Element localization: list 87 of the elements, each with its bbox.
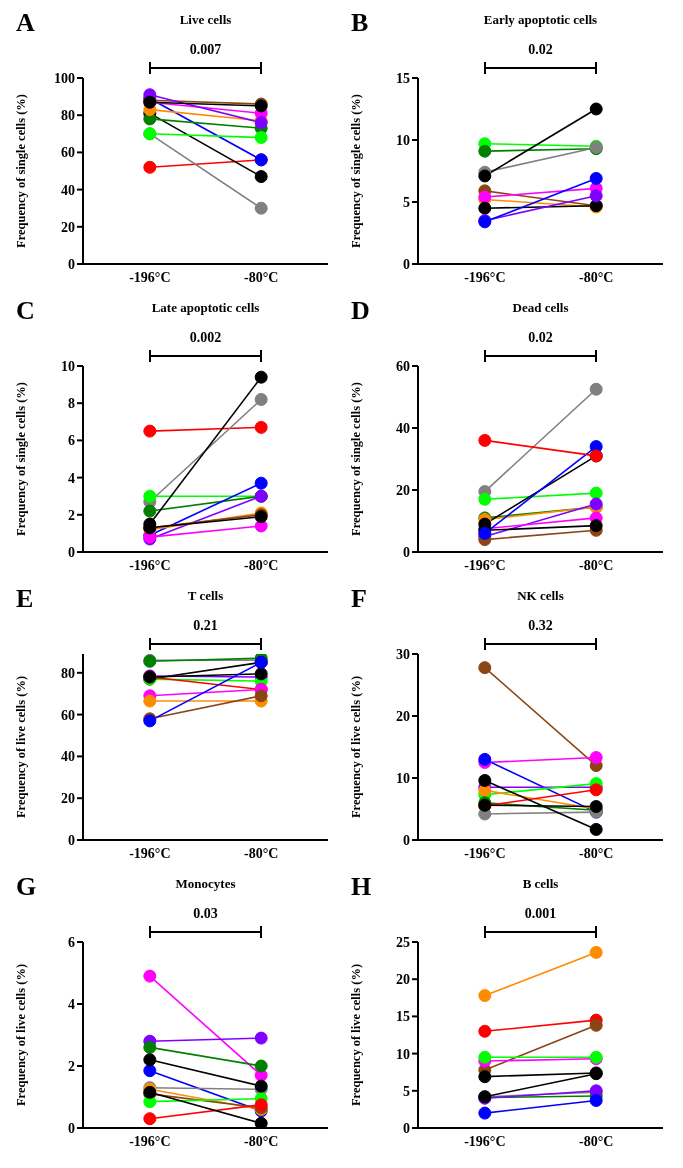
text: A xyxy=(16,8,35,38)
y-tick-label: 0 xyxy=(68,832,75,848)
text: 0.002 xyxy=(188,330,223,346)
y-tick-label: 10 xyxy=(61,358,75,374)
x-tick-label: -196°C xyxy=(129,269,171,285)
y-tick-label: 20 xyxy=(396,972,410,988)
x-tick-label: -80°C xyxy=(243,845,279,861)
chart-title: Dead cells xyxy=(511,300,570,316)
y-axis-title: Frequency of single cells (%) xyxy=(14,382,29,536)
x-tick-label: -196°C xyxy=(464,845,506,861)
y-tick-label: 2 xyxy=(68,507,75,523)
x-tick-label: -196°C xyxy=(464,557,506,573)
y-tick-label: 30 xyxy=(396,646,410,662)
y-tick-label: 0 xyxy=(403,1120,410,1136)
y-tick-label: 60 xyxy=(61,707,75,723)
chart-title: Early apoptotic cells xyxy=(482,12,599,28)
chart-title: Live cells xyxy=(178,12,233,28)
y-tick-label: 80 xyxy=(61,108,75,124)
text: G xyxy=(16,872,37,902)
y-axis-title: Frequency of live cells (%) xyxy=(14,675,29,819)
y-tick-label: 0 xyxy=(68,256,75,272)
text: 0.02 xyxy=(527,42,554,58)
x-tick-label: -80°C xyxy=(578,1133,614,1149)
y-tick-label: 10 xyxy=(396,1046,410,1062)
y-axis-title: Frequency of single cells (%) xyxy=(14,94,29,248)
text: 0.21 xyxy=(192,618,219,634)
x-tick-label: -196°C xyxy=(129,557,171,573)
y-tick-label: 20 xyxy=(61,791,75,807)
text: 0.03 xyxy=(192,906,219,922)
chart-title: Monocytes xyxy=(174,876,237,892)
x-tick-label: -196°C xyxy=(129,845,171,861)
chart-title: NK cells xyxy=(516,588,565,604)
x-tick-label: -196°C xyxy=(129,1133,171,1149)
y-tick-label: 0 xyxy=(68,544,75,560)
y-tick-label: 15 xyxy=(396,70,410,86)
y-tick-label: 60 xyxy=(61,145,75,161)
text: 0.02 xyxy=(527,330,554,346)
y-axis-title: Frequency of single cells (%) xyxy=(349,382,364,536)
y-tick-label: 2 xyxy=(68,1058,75,1074)
x-tick-label: -80°C xyxy=(578,269,614,285)
text: H xyxy=(351,872,372,902)
y-tick-label: 10 xyxy=(396,132,410,148)
text: C xyxy=(16,296,35,326)
y-tick-label: 0 xyxy=(68,1120,75,1136)
y-tick-label: 0 xyxy=(403,832,410,848)
y-tick-label: 20 xyxy=(396,708,410,724)
y-tick-label: 100 xyxy=(54,70,75,86)
y-tick-label: 10 xyxy=(396,770,410,786)
text: 0.001 xyxy=(523,906,558,922)
y-tick-label: 8 xyxy=(68,396,75,412)
y-tick-label: 0 xyxy=(403,256,410,272)
y-tick-label: 20 xyxy=(396,482,410,498)
x-tick-label: -196°C xyxy=(464,269,506,285)
text: E xyxy=(16,584,34,614)
y-tick-label: 15 xyxy=(396,1009,410,1025)
text: F xyxy=(351,584,367,614)
y-axis-title: Frequency of live cells (%) xyxy=(14,963,29,1107)
x-tick-label: -80°C xyxy=(578,557,614,573)
y-tick-label: 20 xyxy=(61,219,75,235)
y-tick-label: 5 xyxy=(403,1083,410,1099)
text: B xyxy=(351,8,369,38)
y-tick-label: 25 xyxy=(396,934,410,950)
y-axis-title: Frequency of live cells (%) xyxy=(349,963,364,1107)
x-tick-label: -80°C xyxy=(243,1133,279,1149)
text: 0.32 xyxy=(527,618,554,634)
y-tick-label: 5 xyxy=(403,194,410,210)
x-tick-label: -80°C xyxy=(243,557,279,573)
y-tick-label: 4 xyxy=(68,996,75,1012)
y-tick-label: 0 xyxy=(403,544,410,560)
y-axis-title: Frequency of single cells (%) xyxy=(349,94,364,248)
chart-title: Late apoptotic cells xyxy=(150,300,261,316)
x-tick-label: -80°C xyxy=(243,269,279,285)
y-tick-label: 6 xyxy=(68,934,75,950)
x-tick-label: -80°C xyxy=(578,845,614,861)
y-tick-label: 80 xyxy=(61,665,75,681)
y-tick-label: 60 xyxy=(396,358,410,374)
y-tick-label: 40 xyxy=(396,420,410,436)
y-axis-title: Frequency of live cells (%) xyxy=(349,675,364,819)
y-tick-label: 40 xyxy=(61,749,75,765)
y-tick-label: 40 xyxy=(61,182,75,198)
y-tick-label: 4 xyxy=(68,470,75,486)
chart-title: B cells xyxy=(521,876,560,892)
x-tick-label: -196°C xyxy=(464,1133,506,1149)
text: 0.007 xyxy=(188,42,223,58)
text: D xyxy=(351,296,370,326)
chart-title: T cells xyxy=(186,588,225,604)
y-tick-label: 6 xyxy=(68,433,75,449)
